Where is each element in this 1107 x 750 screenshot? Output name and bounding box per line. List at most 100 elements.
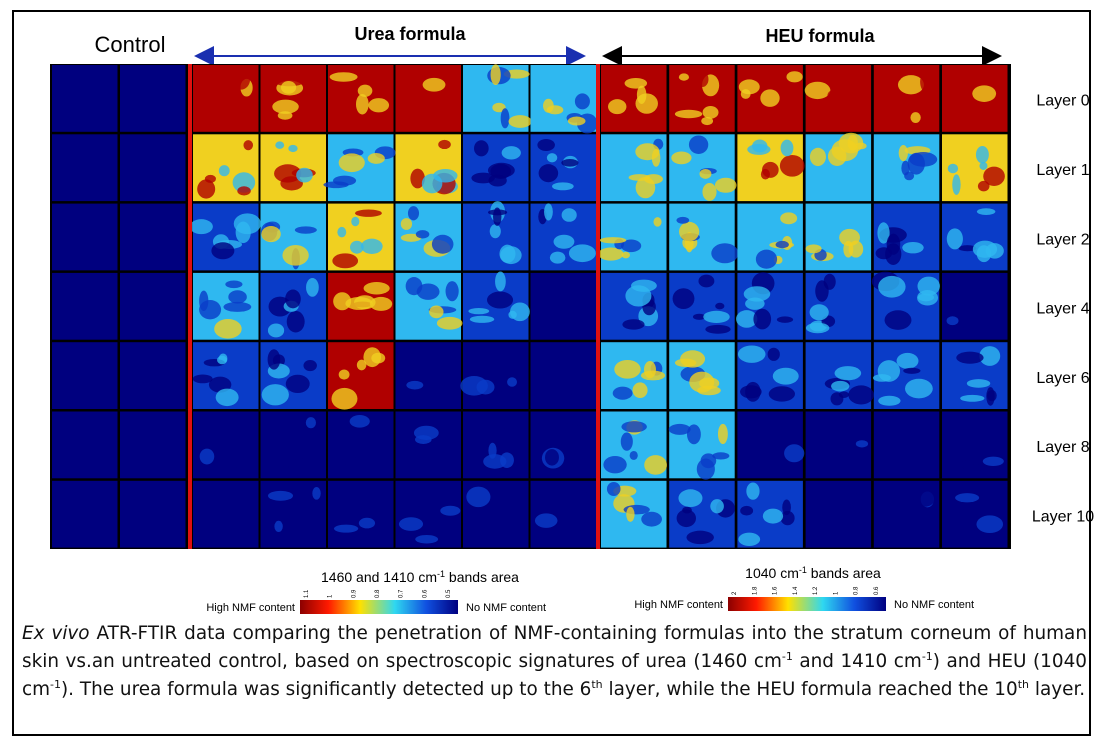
title-run: 1040 cm xyxy=(745,565,799,581)
tile-texture xyxy=(598,247,624,261)
tile xyxy=(52,65,118,132)
tile-texture xyxy=(834,366,862,381)
tile-texture xyxy=(263,461,284,474)
colorbar-low-label: High NMF content xyxy=(206,602,295,614)
tile-texture xyxy=(780,212,798,225)
tile xyxy=(530,272,596,340)
tile-texture xyxy=(351,216,360,227)
tile xyxy=(463,342,529,409)
tile-texture xyxy=(568,244,596,263)
tile-texture xyxy=(910,112,921,124)
tile-texture xyxy=(762,508,784,524)
tile-texture xyxy=(715,302,725,310)
tile xyxy=(805,203,872,271)
tile-texture xyxy=(974,104,988,125)
tile-texture xyxy=(711,243,739,264)
tile-texture xyxy=(855,440,869,448)
tile-texture xyxy=(699,168,712,179)
tile xyxy=(193,411,259,479)
tile-texture xyxy=(961,530,984,547)
tile-texture xyxy=(421,173,443,194)
tile-texture xyxy=(544,203,553,221)
tile xyxy=(52,480,118,548)
tile-texture xyxy=(703,310,730,324)
tile-texture xyxy=(508,115,532,128)
tile-texture xyxy=(608,99,627,115)
tile-texture xyxy=(884,310,912,330)
tile-texture xyxy=(197,179,216,199)
tile-texture xyxy=(696,458,715,480)
tile-texture xyxy=(483,454,507,469)
tile-texture xyxy=(717,423,728,445)
colorbar-tick-label: 2 xyxy=(732,591,738,595)
tile-texture xyxy=(679,221,700,242)
tile-texture xyxy=(622,319,645,330)
tile-texture xyxy=(809,304,829,321)
tile-texture xyxy=(976,208,996,215)
tile-texture xyxy=(688,135,709,154)
tile-texture xyxy=(338,369,350,380)
tile-texture xyxy=(917,290,939,306)
tile-texture xyxy=(768,386,795,402)
colorbar-tick-label: 1 xyxy=(833,591,839,595)
tile-texture xyxy=(499,418,519,429)
caption-run: layer. xyxy=(1029,679,1086,700)
caption-run: and 1410 cm xyxy=(792,651,922,672)
tile-texture xyxy=(350,240,364,254)
tile-texture xyxy=(440,505,461,516)
tile-texture xyxy=(232,172,256,193)
tile-texture xyxy=(274,164,302,183)
tile-texture xyxy=(460,376,488,396)
colorbar-tick-label: 0.8 xyxy=(854,586,860,595)
tile-texture xyxy=(972,85,997,102)
caption-run: layer, while the HEU formula reached the… xyxy=(602,679,1018,700)
tile-texture xyxy=(920,71,933,93)
tile-texture xyxy=(962,464,991,471)
tile-texture xyxy=(410,168,425,189)
tile-texture xyxy=(406,380,424,390)
tile-texture xyxy=(982,456,1004,466)
group-label: Control xyxy=(95,32,166,57)
tile xyxy=(530,342,596,409)
caption-run: Ex vivo xyxy=(22,623,90,644)
tile-texture xyxy=(282,244,309,266)
tile-texture xyxy=(438,139,451,150)
tile-texture xyxy=(471,172,495,184)
caption-run: -1 xyxy=(921,649,933,663)
tile xyxy=(120,272,186,340)
tile-texture xyxy=(225,280,243,289)
tile-texture xyxy=(567,116,586,126)
tile-texture xyxy=(903,367,921,374)
title-run: bands area xyxy=(445,569,519,585)
title-run: -1 xyxy=(799,565,807,575)
colorbar-tick-label: 0.9 xyxy=(351,589,357,598)
tile-texture xyxy=(422,77,446,92)
tile-texture xyxy=(738,532,761,546)
tile xyxy=(530,480,596,548)
tile-texture xyxy=(361,238,383,254)
tile xyxy=(120,65,186,132)
tile-texture xyxy=(805,322,830,334)
tile-texture xyxy=(233,213,261,235)
tile xyxy=(52,134,118,202)
tile-texture xyxy=(599,237,627,244)
tile-texture xyxy=(740,89,751,99)
tile-texture xyxy=(897,75,924,95)
tile-texture xyxy=(357,84,373,97)
tile-texture xyxy=(902,241,924,254)
caption: Ex vivo ATR-FTIR data comparing the pene… xyxy=(22,620,1087,704)
tile-texture xyxy=(204,174,216,183)
tile-texture xyxy=(848,385,874,405)
tile-texture xyxy=(747,144,771,155)
tile-texture xyxy=(678,489,703,508)
tile-texture xyxy=(614,359,641,379)
tile-texture xyxy=(946,228,963,250)
tile-texture xyxy=(508,310,517,319)
caption-run: -1 xyxy=(781,649,793,663)
tile-texture xyxy=(416,283,440,300)
tile-texture xyxy=(211,242,235,260)
tile-texture xyxy=(775,240,789,249)
tile-texture xyxy=(407,206,420,221)
tile-texture xyxy=(606,481,621,497)
tile xyxy=(942,272,1008,340)
